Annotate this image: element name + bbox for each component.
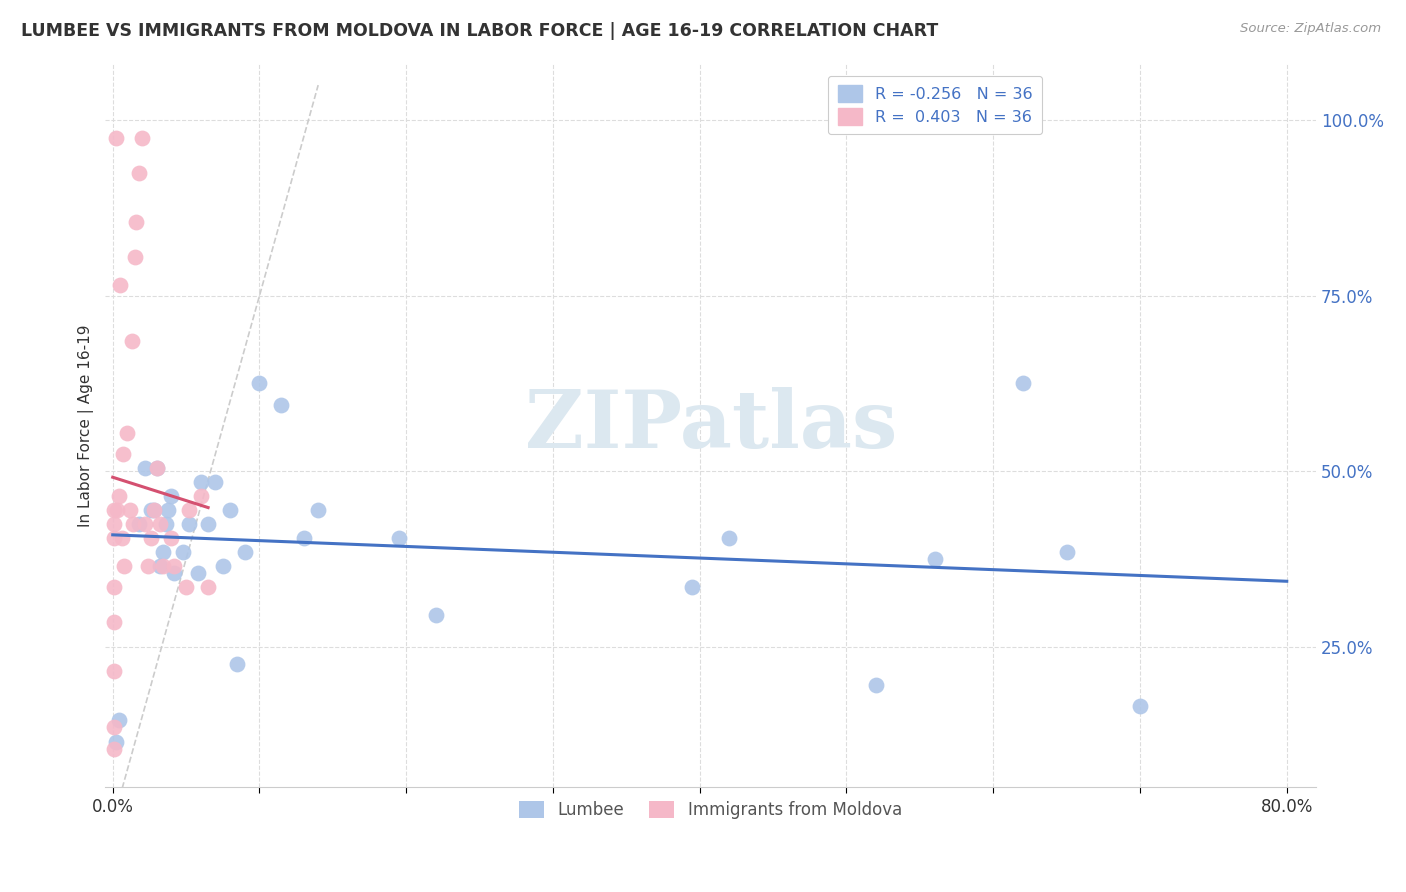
- Point: [128, 166, 150, 180]
- Point: [145, 460, 167, 475]
- Point: [120, 503, 142, 517]
- Point: [117, 425, 139, 440]
- Point: [136, 559, 159, 574]
- Point: [177, 503, 200, 517]
- Point: [104, 130, 127, 145]
- Point: [174, 580, 197, 594]
- Text: ZIPatlas: ZIPatlas: [524, 386, 897, 465]
- Point: [124, 250, 146, 264]
- Point: [292, 531, 315, 545]
- Point: [190, 475, 212, 489]
- Point: [249, 376, 271, 391]
- Point: [103, 516, 125, 531]
- Point: [139, 531, 162, 545]
- Point: [152, 559, 174, 574]
- Point: [149, 559, 172, 574]
- Point: [103, 741, 125, 756]
- Point: [111, 447, 134, 461]
- Point: [128, 516, 150, 531]
- Point: [160, 489, 183, 503]
- Point: [190, 489, 212, 503]
- Point: [103, 503, 125, 517]
- Point: [157, 503, 180, 517]
- Point: [110, 531, 132, 545]
- Point: [152, 545, 174, 559]
- Point: [103, 665, 125, 679]
- Point: [425, 608, 447, 623]
- Point: [134, 516, 156, 531]
- Point: [134, 460, 156, 475]
- Point: [172, 545, 194, 559]
- Point: [204, 475, 226, 489]
- Text: LUMBEE VS IMMIGRANTS FROM MOLDOVA IN LABOR FORCE | AGE 16-19 CORRELATION CHART: LUMBEE VS IMMIGRANTS FROM MOLDOVA IN LAB…: [21, 22, 938, 40]
- Point: [107, 489, 129, 503]
- Point: [681, 580, 703, 594]
- Point: [145, 460, 167, 475]
- Point: [219, 503, 242, 517]
- Point: [226, 657, 249, 672]
- Point: [121, 334, 143, 349]
- Point: [104, 734, 127, 748]
- Point: [865, 678, 887, 692]
- Point: [197, 580, 219, 594]
- Point: [155, 516, 177, 531]
- Point: [177, 516, 200, 531]
- Point: [197, 516, 219, 531]
- Point: [107, 714, 129, 728]
- Point: [114, 559, 136, 574]
- Point: [142, 503, 165, 517]
- Point: [131, 130, 153, 145]
- Point: [103, 580, 125, 594]
- Point: [270, 398, 292, 412]
- Point: [163, 566, 186, 580]
- Point: [1056, 545, 1078, 559]
- Legend: Lumbee, Immigrants from Moldova: Lumbee, Immigrants from Moldova: [513, 795, 908, 826]
- Point: [103, 531, 125, 545]
- Point: [233, 545, 256, 559]
- Point: [125, 215, 148, 229]
- Point: [924, 552, 946, 566]
- Point: [103, 615, 125, 630]
- Point: [122, 516, 145, 531]
- Point: [1129, 699, 1152, 714]
- Point: [1011, 376, 1033, 391]
- Point: [388, 531, 411, 545]
- Point: [160, 531, 183, 545]
- Point: [103, 721, 125, 735]
- Text: Source: ZipAtlas.com: Source: ZipAtlas.com: [1240, 22, 1381, 36]
- Point: [718, 531, 741, 545]
- Point: [142, 503, 165, 517]
- Point: [163, 559, 186, 574]
- Y-axis label: In Labor Force | Age 16-19: In Labor Force | Age 16-19: [79, 325, 94, 527]
- Point: [105, 503, 128, 517]
- Point: [307, 503, 329, 517]
- Point: [108, 278, 131, 293]
- Point: [149, 516, 172, 531]
- Point: [211, 559, 233, 574]
- Point: [139, 503, 162, 517]
- Point: [187, 566, 209, 580]
